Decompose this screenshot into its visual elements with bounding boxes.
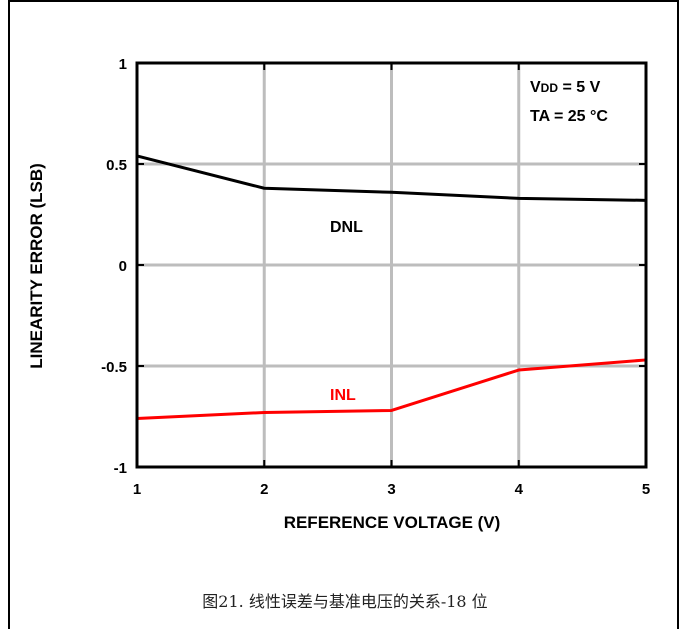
series-label-inl: INL [330, 387, 356, 404]
x-tick-label: 2 [260, 481, 268, 498]
chart: 1 2 3 4 5 1 0.5 0 -0.5 -1 REFERENCE VOLTAGE (V) L… [27, 56, 650, 532]
y-tick-label: 0 [119, 258, 127, 275]
annotation-vdd-v: V [530, 79, 541, 96]
x-tick-label: 5 [642, 481, 650, 498]
y-tick-label: 0.5 [106, 157, 127, 174]
annotation-vdd-sub: DD [541, 81, 559, 95]
x-tick-label: 4 [515, 481, 524, 498]
y-tick-label: -0.5 [101, 359, 127, 376]
ticks [136, 62, 647, 468]
series-layer [136, 154, 647, 421]
figure-caption: 图21. 线性误差与基准电压的关系-18 位 [202, 592, 488, 611]
series-label-dnl: DNL [330, 219, 363, 236]
x-axis-title: REFERENCE VOLTAGE (V) [284, 513, 501, 532]
annotation-ta: TA = 25 °C [530, 108, 608, 125]
x-tick-label: 1 [133, 481, 141, 498]
x-tick-label: 3 [387, 481, 395, 498]
annotation-vdd: VDD = 5 V [530, 79, 601, 96]
figure-frame [8, 0, 679, 629]
y-tick-label: 1 [119, 56, 127, 73]
y-axis-title: LINEARITY ERROR (LSB) [27, 163, 46, 369]
annotation-vdd-rest: = 5 V [558, 79, 601, 96]
tick-labels: 1 2 3 4 5 1 0.5 0 -0.5 -1 [101, 56, 650, 498]
grid [137, 63, 646, 467]
y-tick-label: -1 [114, 460, 127, 477]
